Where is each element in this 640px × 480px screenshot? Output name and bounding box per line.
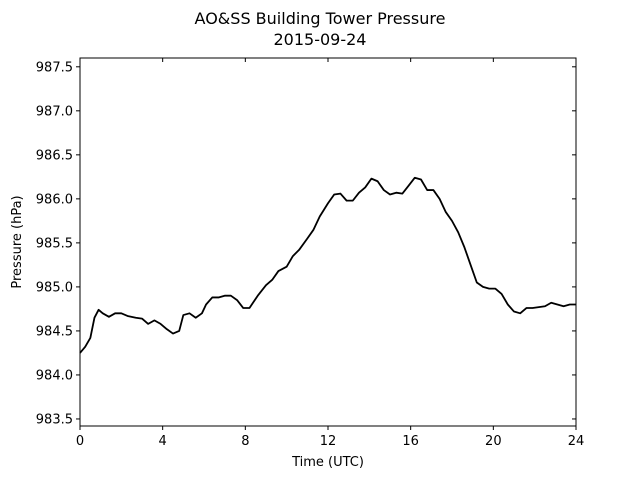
x-tick-label: 24 <box>568 434 585 449</box>
y-tick-label: 987.5 <box>36 60 73 75</box>
x-tick-label: 0 <box>76 434 84 449</box>
y-axis-label: Pressure (hPa) <box>10 195 25 288</box>
y-tick-label: 983.5 <box>36 412 73 427</box>
y-tick-label: 985.0 <box>36 280 73 295</box>
y-tick-label: 986.5 <box>36 148 73 163</box>
y-tick-label: 984.5 <box>36 324 73 339</box>
plot-frame <box>79 57 577 427</box>
x-axis-ticks: 0 4 8 12 16 20 24 <box>76 58 584 449</box>
y-tick-label: 985.5 <box>36 236 73 251</box>
y-axis-ticks: 983.5 984.0 984.5 985.0 985.5 986.0 986.5 987.0… <box>36 60 576 427</box>
chart-title: AO&SS Building Tower Pressure <box>195 9 446 28</box>
x-tick-label: 4 <box>159 434 167 449</box>
chart-subtitle: 2015-09-24 <box>274 30 367 49</box>
series-layer <box>79 176 576 354</box>
y-tick-label: 987.0 <box>36 104 73 119</box>
x-tick-label: 8 <box>241 434 249 449</box>
x-axis-label: Time (UTC) <box>291 455 364 470</box>
y-tick-label: 984.0 <box>36 368 73 383</box>
y-tick-label: 986.0 <box>36 192 73 207</box>
x-tick-label: 12 <box>320 434 337 449</box>
x-tick-label: 20 <box>485 434 502 449</box>
x-tick-label: 16 <box>402 434 419 449</box>
pressure-line <box>79 176 576 354</box>
